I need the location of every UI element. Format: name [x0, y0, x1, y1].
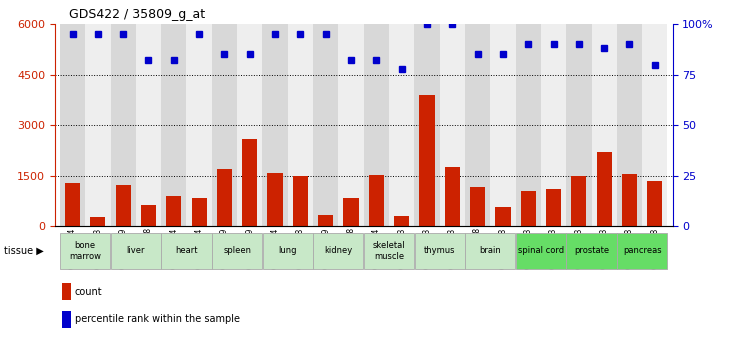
Bar — [313, 24, 338, 226]
Bar — [237, 24, 262, 226]
Bar — [186, 24, 212, 226]
Text: kidney: kidney — [325, 246, 352, 256]
Bar — [110, 24, 136, 226]
Bar — [212, 24, 237, 226]
Text: spinal cord: spinal cord — [518, 246, 564, 256]
Bar — [242, 139, 257, 226]
Bar — [65, 183, 80, 226]
FancyBboxPatch shape — [60, 233, 110, 269]
Bar — [363, 24, 389, 226]
Text: prostate: prostate — [574, 246, 609, 256]
Text: liver: liver — [126, 246, 145, 256]
FancyBboxPatch shape — [617, 233, 667, 269]
FancyBboxPatch shape — [364, 233, 414, 269]
Text: lung: lung — [279, 246, 297, 256]
FancyBboxPatch shape — [414, 233, 465, 269]
Bar — [192, 198, 207, 226]
Bar — [567, 24, 591, 226]
Bar — [596, 152, 612, 226]
FancyBboxPatch shape — [212, 233, 262, 269]
Bar — [515, 24, 541, 226]
Bar — [90, 217, 105, 226]
FancyBboxPatch shape — [567, 233, 616, 269]
Bar — [470, 187, 485, 226]
Bar — [642, 24, 667, 226]
Bar — [647, 180, 662, 226]
Bar — [217, 169, 232, 226]
Text: pancreas: pancreas — [623, 246, 662, 256]
FancyBboxPatch shape — [262, 233, 313, 269]
Text: spleen: spleen — [223, 246, 251, 256]
FancyBboxPatch shape — [465, 233, 515, 269]
Bar — [414, 24, 439, 226]
FancyBboxPatch shape — [314, 233, 363, 269]
Bar — [161, 24, 186, 226]
Text: skeletal
muscle: skeletal muscle — [373, 241, 405, 261]
Text: GDS422 / 35809_g_at: GDS422 / 35809_g_at — [69, 8, 205, 21]
FancyBboxPatch shape — [516, 233, 566, 269]
Bar — [444, 167, 460, 226]
Text: tissue ▶: tissue ▶ — [4, 246, 43, 256]
Bar — [394, 216, 409, 226]
Bar — [389, 24, 414, 226]
Bar — [318, 215, 333, 226]
Bar — [166, 196, 181, 226]
Bar — [368, 175, 384, 226]
Bar — [496, 207, 510, 226]
Bar — [571, 176, 586, 226]
Text: bone
marrow: bone marrow — [69, 241, 101, 261]
Bar — [141, 205, 156, 226]
Bar — [420, 95, 434, 226]
Bar — [262, 24, 288, 226]
Text: thymus: thymus — [424, 246, 455, 256]
Bar — [622, 174, 637, 226]
Bar — [546, 189, 561, 226]
Bar — [541, 24, 567, 226]
Bar — [465, 24, 491, 226]
Bar — [115, 185, 131, 226]
Bar — [136, 24, 161, 226]
FancyBboxPatch shape — [162, 233, 211, 269]
Bar — [617, 24, 642, 226]
Bar — [268, 173, 283, 226]
Text: heart: heart — [175, 246, 197, 256]
Bar — [591, 24, 617, 226]
Bar — [293, 176, 308, 226]
Bar — [439, 24, 465, 226]
Text: count: count — [75, 287, 102, 296]
Bar — [491, 24, 515, 226]
Text: brain: brain — [480, 246, 501, 256]
Bar — [520, 191, 536, 226]
Bar — [60, 24, 86, 226]
Bar — [86, 24, 110, 226]
Bar — [344, 198, 359, 226]
Text: percentile rank within the sample: percentile rank within the sample — [75, 314, 240, 324]
Bar — [288, 24, 313, 226]
Bar — [338, 24, 363, 226]
FancyBboxPatch shape — [111, 233, 161, 269]
